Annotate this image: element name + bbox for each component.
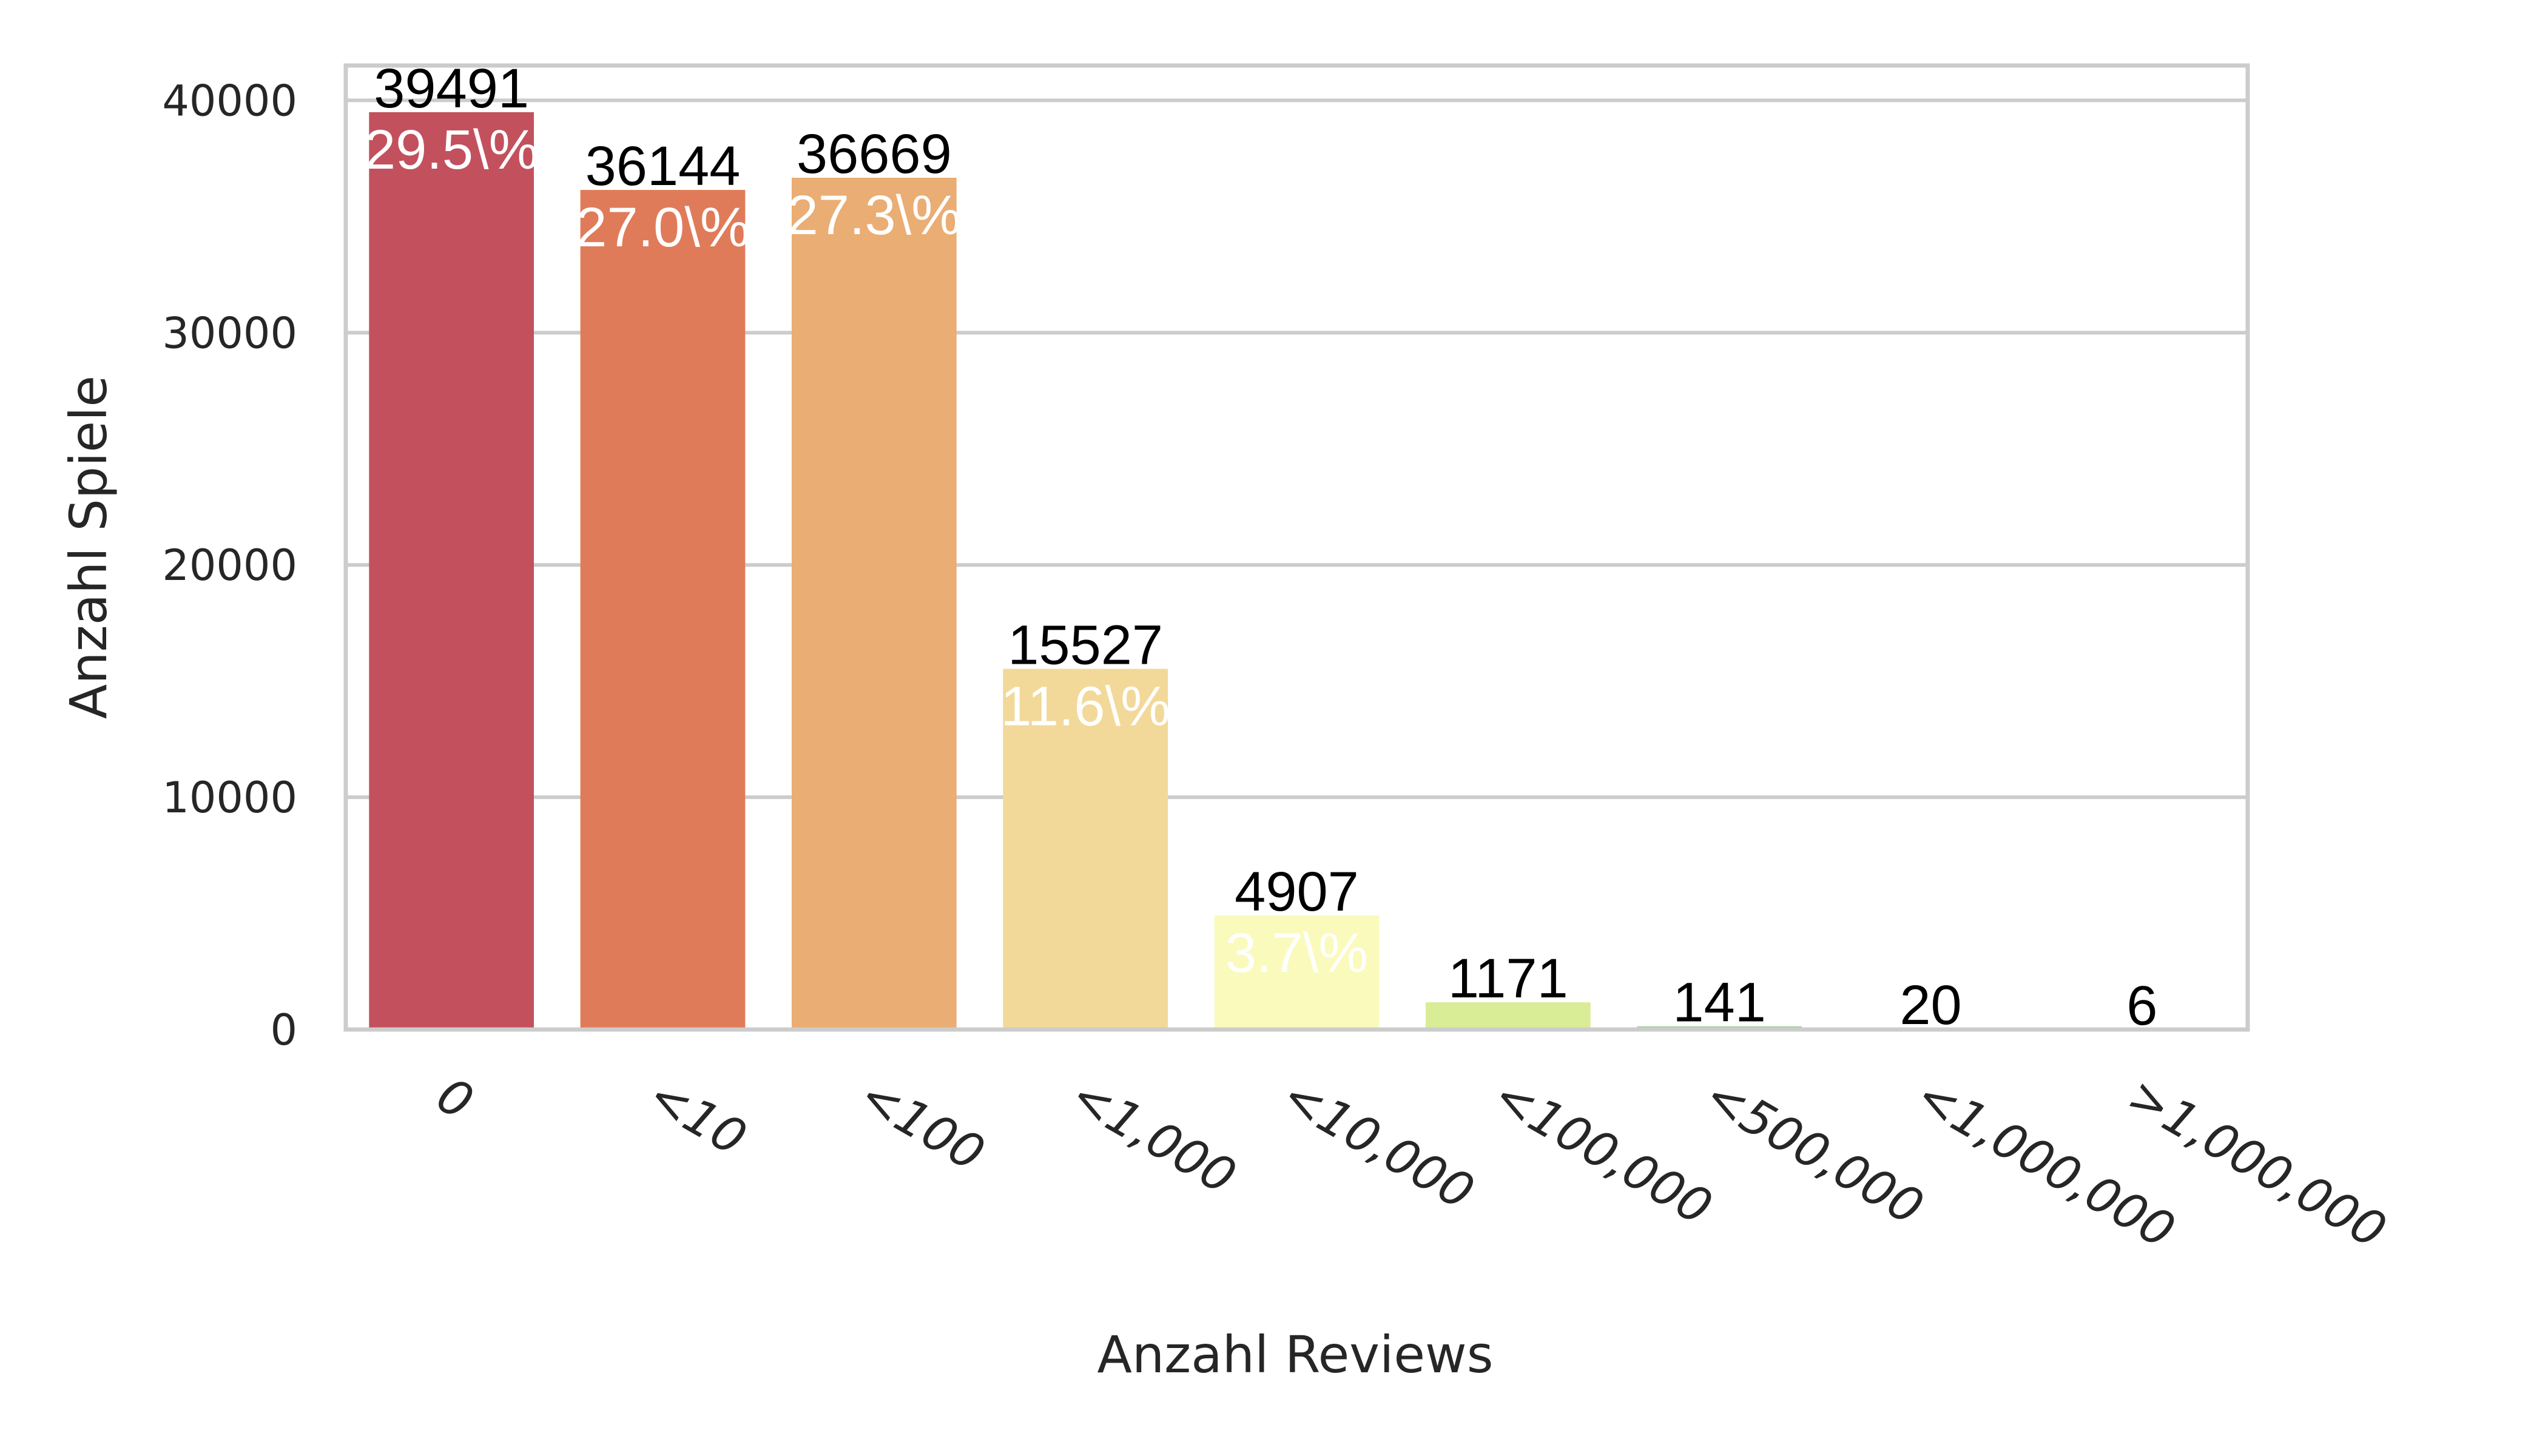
x-axis-ticks: 0 <10 <100 <1,000 <10,000 <100,000<500,000<1,… bbox=[428, 1067, 2396, 1259]
bar-percent-label: 11.6\% bbox=[1000, 675, 1170, 737]
bar bbox=[580, 190, 746, 1030]
bar bbox=[791, 177, 957, 1030]
y-tick-label: 0 bbox=[270, 1005, 297, 1055]
y-tick-label: 10000 bbox=[162, 773, 297, 823]
bar bbox=[1214, 915, 1380, 1030]
bar-count-label: 141 bbox=[1673, 972, 1766, 1034]
x-tick-label: <100,000 bbox=[1484, 1067, 1721, 1236]
bar-count-label: 6 bbox=[2126, 975, 2157, 1037]
bar-percent-label: 27.0\% bbox=[576, 197, 749, 258]
bar-count-label: 4907 bbox=[1235, 861, 1359, 923]
bar bbox=[1003, 669, 1168, 1030]
x-tick-label: 0 bbox=[428, 1067, 483, 1131]
bar bbox=[1425, 1002, 1591, 1030]
bars bbox=[369, 112, 2225, 1030]
x-tick-label: <100 bbox=[850, 1067, 994, 1182]
y-tick-label: 20000 bbox=[162, 541, 297, 590]
x-axis-label: Anzahl Reviews bbox=[1097, 1325, 1493, 1384]
bar-count-label: 1171 bbox=[1448, 948, 1568, 1009]
bar-count-label: 20 bbox=[1899, 974, 1961, 1036]
y-tick-label: 40000 bbox=[162, 76, 297, 126]
x-tick-label: <10,000 bbox=[1273, 1067, 1483, 1221]
bar-percent-label: 3.7\% bbox=[1225, 922, 1368, 984]
x-tick-label: <10 bbox=[639, 1067, 756, 1167]
bar-count-label: 36669 bbox=[797, 123, 952, 185]
bar-count-label: 39491 bbox=[374, 58, 529, 120]
y-axis-ticks: 0 10000 20000 30000 40000 bbox=[162, 76, 297, 1055]
bar-percent-label: 29.5\% bbox=[365, 119, 538, 181]
bar bbox=[369, 112, 534, 1030]
bar-percent-label: 27.3\% bbox=[787, 184, 961, 246]
plot-frame bbox=[343, 63, 2250, 1032]
bar-count-label: 15527 bbox=[1008, 614, 1163, 676]
x-tick-label: <1,000 bbox=[1062, 1067, 1245, 1205]
y-tick-label: 30000 bbox=[162, 308, 297, 358]
x-tick-label: <500,000 bbox=[1696, 1067, 1933, 1236]
bar-count-label: 36144 bbox=[585, 135, 741, 197]
y-axis-label: Anzahl Spiele bbox=[59, 376, 118, 719]
